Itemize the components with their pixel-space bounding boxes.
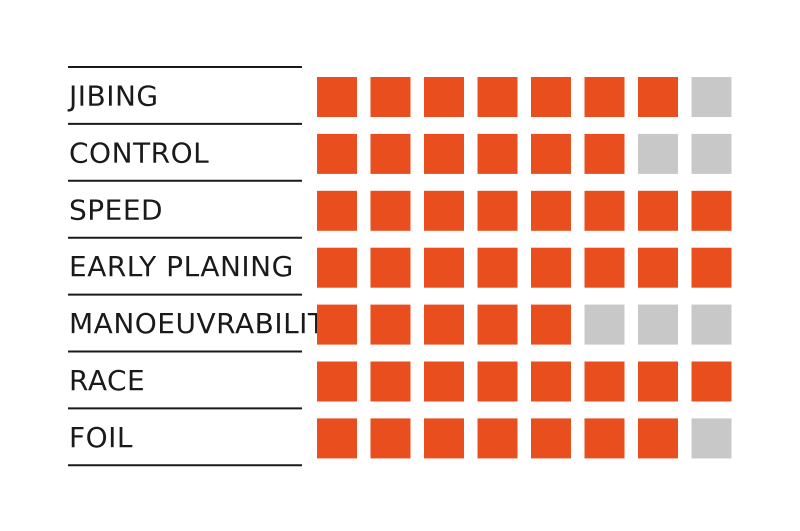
- rating-square-filled: [317, 247, 357, 288]
- rating-square-filled: [691, 247, 732, 288]
- rating-square-filled: [370, 133, 411, 174]
- rating-square-filled: [531, 247, 571, 288]
- rating-square-filled: [477, 304, 518, 345]
- rating-square-filled: [370, 418, 411, 459]
- rating-square-empty: [691, 77, 732, 117]
- rating-square-filled: [370, 247, 411, 288]
- rating-square-filled: [477, 418, 518, 459]
- rating-square-empty: [638, 304, 678, 345]
- rating-row-manoeuvrability: MANOEUVRABILITY: [68, 304, 732, 353]
- rating-square-filled: [317, 77, 357, 117]
- rating-square-filled: [638, 418, 678, 459]
- rating-square-filled: [584, 418, 625, 459]
- rating-square-filled: [477, 247, 518, 288]
- rating-square-filled: [531, 361, 571, 402]
- rating-square-filled: [477, 361, 518, 402]
- rating-square-filled: [584, 133, 625, 174]
- rating-square-empty: [638, 133, 678, 174]
- row-label-speed: SPEED: [69, 193, 163, 226]
- rating-square-filled: [477, 77, 518, 117]
- rating-square-filled: [424, 133, 464, 174]
- rating-row-jibing: JIBING: [67, 77, 732, 125]
- rating-square-filled: [424, 247, 464, 288]
- rating-square-filled: [638, 190, 678, 231]
- row-label-early-planing: EARLY PLANING: [69, 250, 294, 283]
- rating-square-filled: [531, 77, 571, 117]
- rating-row-control: CONTROL: [68, 133, 732, 182]
- rating-square-filled: [691, 361, 732, 402]
- row-label-manoeuvrability: MANOEUVRABILITY: [69, 307, 344, 340]
- rating-row-foil: FOIL: [68, 418, 732, 467]
- rating-square-filled: [370, 77, 411, 117]
- rating-square-empty: [691, 133, 732, 174]
- row-label-control: CONTROL: [69, 136, 209, 169]
- row-label-race: RACE: [69, 364, 145, 397]
- rating-square-empty: [691, 304, 732, 345]
- rating-square-filled: [584, 190, 625, 231]
- rating-square-filled: [584, 77, 625, 117]
- rating-square-filled: [638, 361, 678, 402]
- rating-square-filled: [317, 361, 357, 402]
- rating-square-filled: [691, 190, 732, 231]
- row-label-jibing: JIBING: [67, 79, 159, 112]
- rating-square-filled: [317, 418, 357, 459]
- rating-square-filled: [638, 247, 678, 288]
- rating-square-filled: [317, 190, 357, 231]
- rating-row-speed: SPEED: [68, 190, 732, 239]
- rating-square-filled: [370, 361, 411, 402]
- rating-square-filled: [531, 133, 571, 174]
- rating-square-filled: [424, 304, 464, 345]
- rating-square-empty: [584, 304, 625, 345]
- rating-square-filled: [531, 190, 571, 231]
- rating-square-filled: [531, 304, 571, 345]
- rating-row-early-planing: EARLY PLANING: [68, 247, 732, 296]
- rating-square-filled: [638, 77, 678, 117]
- rating-square-empty: [691, 418, 732, 459]
- rating-square-filled: [424, 361, 464, 402]
- rating-square-filled: [424, 77, 464, 117]
- rating-square-filled: [317, 133, 357, 174]
- rating-square-filled: [370, 304, 411, 345]
- rating-square-filled: [370, 190, 411, 231]
- rating-square-filled: [584, 361, 625, 402]
- rating-square-filled: [584, 247, 625, 288]
- rating-square-filled: [424, 418, 464, 459]
- rating-row-race: RACE: [68, 361, 732, 410]
- rating-square-filled: [317, 304, 357, 345]
- rating-square-filled: [531, 418, 571, 459]
- row-label-foil: FOIL: [69, 421, 133, 454]
- rating-square-filled: [424, 190, 464, 231]
- rating-square-filled: [477, 190, 518, 231]
- rating-square-filled: [477, 133, 518, 174]
